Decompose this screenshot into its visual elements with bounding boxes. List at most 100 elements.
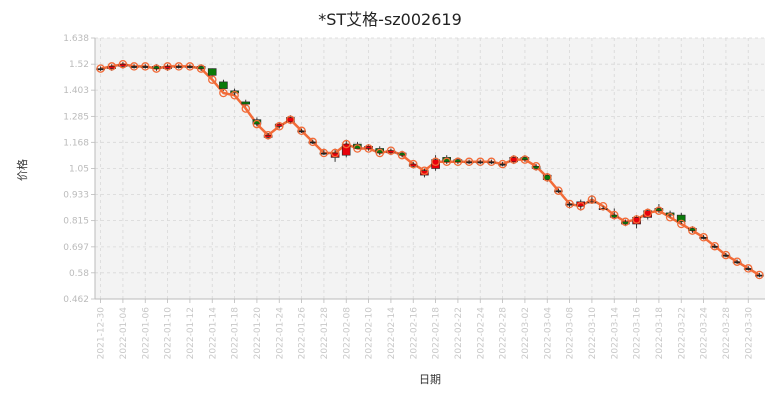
candle-body xyxy=(207,68,217,76)
price-marker xyxy=(319,148,329,158)
candle-body xyxy=(420,170,429,176)
x-tick-label: 2022-02-10 xyxy=(365,307,375,360)
price-marker xyxy=(498,159,507,169)
y-tick-label: 1.638 xyxy=(63,34,89,44)
x-tick-label: 2022-01-24 xyxy=(275,307,285,360)
y-tick-label: 1.285 xyxy=(63,112,89,122)
price-marker xyxy=(554,186,563,195)
price-marker xyxy=(275,122,284,131)
price-marker xyxy=(185,62,195,71)
price-marker xyxy=(721,250,731,260)
x-tick-label: 2022-03-18 xyxy=(655,307,665,360)
y-tick-label: 1.168 xyxy=(63,138,89,148)
candle-body xyxy=(375,148,385,154)
price-marker xyxy=(710,241,720,251)
price-marker xyxy=(621,217,630,227)
x-tick-label: 2022-03-16 xyxy=(633,307,643,360)
price-marker xyxy=(431,157,440,167)
chart-title: *ST艾格-sz002619 xyxy=(318,10,462,29)
price-marker xyxy=(163,62,172,71)
price-marker xyxy=(442,157,452,167)
price-marker xyxy=(732,257,742,266)
price-marker xyxy=(464,157,474,167)
x-tick-label: 2021-12-30 xyxy=(97,307,107,360)
x-tick-label: 2022-02-22 xyxy=(454,307,464,359)
price-marker xyxy=(219,88,228,98)
price-marker xyxy=(755,270,764,280)
candle-body xyxy=(330,152,340,158)
candle-body xyxy=(442,157,452,163)
x-tick-label: 2022-03-28 xyxy=(722,307,732,360)
price-marker xyxy=(263,130,273,140)
candle-body xyxy=(431,159,440,169)
price-marker xyxy=(107,62,117,71)
x-tick-label: 2022-03-04 xyxy=(543,307,553,360)
price-marker xyxy=(420,166,429,175)
price-marker xyxy=(386,146,396,155)
price-marker xyxy=(665,213,675,222)
price-marker xyxy=(677,219,686,229)
price-marker xyxy=(129,62,139,71)
price-marker xyxy=(96,64,105,73)
x-tick-label: 2022-02-14 xyxy=(387,307,397,360)
candle-body xyxy=(676,214,686,223)
price-marker xyxy=(610,210,619,220)
x-tick-label: 2022-02-16 xyxy=(409,307,419,360)
x-axis-label: 日期 xyxy=(419,373,441,386)
price-marker xyxy=(308,137,318,147)
price-marker xyxy=(520,155,530,164)
candle-body xyxy=(241,101,250,105)
y-tick-label: 1.403 xyxy=(63,86,89,96)
y-axis-label: 价格 xyxy=(15,159,29,181)
price-marker xyxy=(174,62,184,71)
price-marker xyxy=(688,226,697,235)
price-marker xyxy=(141,62,150,71)
x-tick-label: 2022-01-18 xyxy=(231,307,241,360)
price-marker xyxy=(576,201,586,211)
price-marker xyxy=(654,206,664,215)
price-marker xyxy=(252,119,262,129)
price-marker xyxy=(241,104,251,113)
y-tick-label: 0.697 xyxy=(63,243,89,253)
price-marker xyxy=(453,157,463,167)
x-tick-label: 2022-01-20 xyxy=(253,307,263,360)
x-tick-label: 2022-02-08 xyxy=(342,307,352,360)
price-marker xyxy=(375,148,385,158)
x-tick-label: 2022-01-26 xyxy=(298,307,308,360)
price-marker xyxy=(587,195,597,204)
x-tick-label: 2022-03-22 xyxy=(677,307,687,359)
price-marker xyxy=(543,173,552,182)
candle-body xyxy=(252,119,262,125)
y-tick-label: 0.58 xyxy=(69,269,89,279)
price-marker xyxy=(598,201,608,211)
price-marker xyxy=(397,150,407,160)
x-tick-label: 2022-03-08 xyxy=(566,307,576,360)
price-marker xyxy=(353,144,362,153)
price-marker xyxy=(196,64,206,73)
price-marker xyxy=(286,115,295,124)
price-marker xyxy=(565,199,574,209)
y-tick-label: 1.05 xyxy=(69,165,89,175)
x-tick-label: 2022-01-28 xyxy=(320,307,330,360)
price-marker xyxy=(509,155,519,164)
price-marker xyxy=(409,159,418,169)
price-marker xyxy=(152,64,161,73)
candle-body xyxy=(219,81,228,89)
x-tick-label: 2022-01-12 xyxy=(186,307,196,359)
x-tick-label: 2022-03-14 xyxy=(610,307,620,360)
price-marker xyxy=(297,126,306,136)
price-marker xyxy=(118,59,128,69)
price-marker xyxy=(632,215,641,224)
price-marker xyxy=(699,233,708,242)
x-tick-label: 2022-01-10 xyxy=(164,307,174,360)
candle-body xyxy=(576,201,586,207)
x-tick-label: 2022-03-24 xyxy=(700,307,710,360)
price-marker xyxy=(744,264,753,273)
x-tick-label: 2022-02-28 xyxy=(499,307,509,360)
x-tick-label: 2022-03-30 xyxy=(744,307,754,360)
price-marker xyxy=(230,91,239,100)
x-tick-label: 2022-03-10 xyxy=(588,307,598,360)
y-tick-label: 0.462 xyxy=(63,295,89,305)
x-tick-label: 2022-03-02 xyxy=(521,307,531,359)
price-marker xyxy=(643,208,653,218)
